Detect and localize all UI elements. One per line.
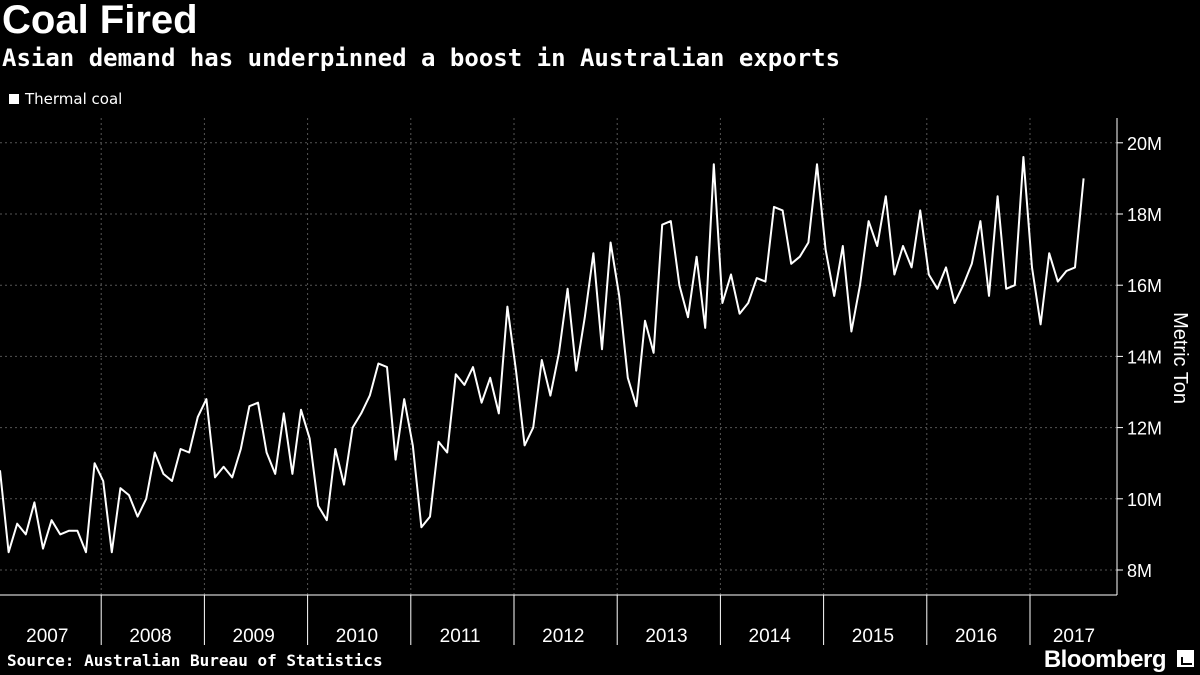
x-tick-label: 2012 (542, 626, 584, 647)
legend: Thermal coal (9, 90, 122, 108)
x-tick-label: 2007 (26, 626, 68, 647)
y-tick-label: 14M (1127, 347, 1162, 367)
x-tick-label: 2015 (852, 626, 894, 647)
x-tick-label: 2017 (1053, 626, 1095, 647)
y-tick-label: 12M (1127, 419, 1162, 439)
x-tick-label: 2011 (440, 626, 481, 647)
series-group (0, 156, 1085, 554)
brand-badge-icon (1177, 650, 1194, 667)
brand-logo: Bloomberg (1043, 646, 1167, 673)
chart-subtitle: Asian demand has underpinned a boost in … (2, 44, 841, 72)
grid (0, 118, 1117, 595)
source-note: Source: Australian Bureau of Statistics (7, 651, 383, 670)
legend-label: Thermal coal (25, 90, 123, 108)
x-tick-label: 2010 (336, 626, 378, 647)
chart-title: Coal Fired (2, 0, 198, 42)
y-tick-label: 10M (1127, 490, 1162, 510)
x-tick-label: 2009 (233, 626, 275, 647)
series-line-thermal-coal (0, 156, 1085, 554)
y-tick-label: 8M (1127, 561, 1152, 581)
x-axis: 2007 2008 2009 2010 2011 2012 2013 2014 2015 2016… (0, 594, 1117, 647)
x-tick-label: 2013 (645, 626, 687, 647)
y-axis: 8M 10M 12M 14M 16M 18M 20M (1116, 118, 1162, 595)
y-axis-label: Metric Ton (1169, 312, 1191, 404)
legend-swatch (9, 94, 19, 104)
y-tick-label: 20M (1127, 134, 1162, 154)
y-tick-label: 18M (1127, 205, 1162, 225)
x-tick-label: 2008 (129, 626, 171, 647)
x-tick-label: 2016 (955, 626, 997, 647)
y-tick-label: 16M (1127, 276, 1162, 296)
x-tick-label: 2014 (749, 626, 792, 647)
